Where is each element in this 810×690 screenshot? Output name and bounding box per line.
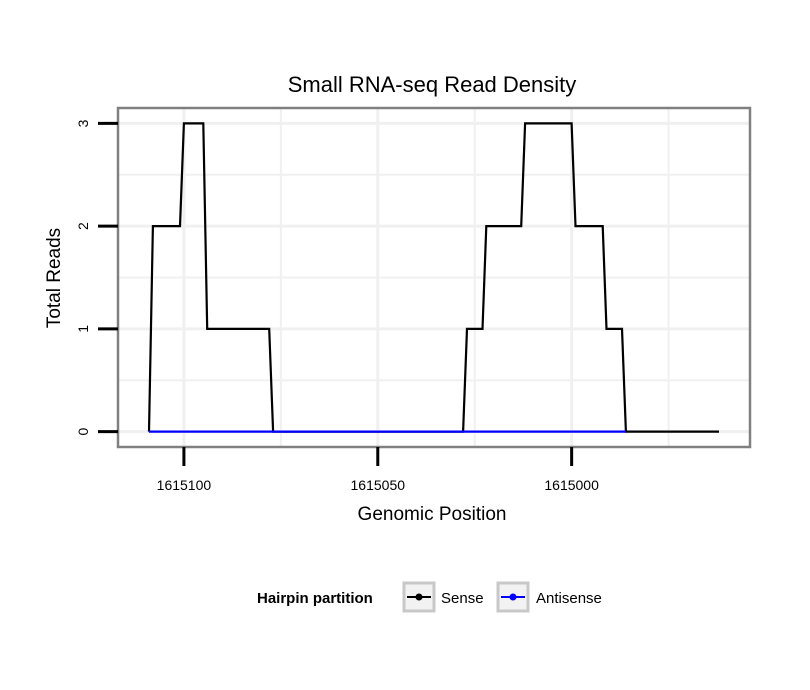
x-tick-label: 1615100 bbox=[157, 477, 212, 493]
legend-item-sense: Sense bbox=[402, 581, 484, 613]
grid-lines bbox=[118, 108, 750, 447]
x-axis-label: Genomic Position bbox=[358, 504, 507, 525]
x-axis-ticks: 1615100 1615050 1615000 bbox=[157, 447, 599, 493]
chart-title: Small RNA-seq Read Density bbox=[288, 72, 577, 97]
legend: Hairpin partition Sense Antisense bbox=[257, 581, 602, 613]
series-line-sense bbox=[147, 122, 719, 433]
legend-point-sense bbox=[415, 593, 423, 601]
y-tick-label: 2 bbox=[75, 222, 91, 230]
legend-item-antisense: Antisense bbox=[496, 581, 602, 613]
y-axis-label: Total Reads bbox=[44, 228, 65, 328]
legend-label-sense: Sense bbox=[441, 590, 484, 607]
y-tick-label: 1 bbox=[75, 325, 91, 333]
legend-title: Hairpin partition bbox=[257, 590, 373, 607]
y-axis-ticks: 0 1 2 3 bbox=[75, 119, 118, 435]
y-tick-label: 3 bbox=[75, 119, 91, 127]
series-layer bbox=[147, 122, 719, 433]
x-tick-label: 1615050 bbox=[351, 477, 406, 493]
legend-label-antisense: Antisense bbox=[536, 590, 602, 607]
x-tick-label: 1615000 bbox=[544, 477, 599, 493]
panel-border bbox=[116, 106, 752, 449]
legend-point-antisense bbox=[509, 593, 517, 601]
y-tick-label: 0 bbox=[75, 427, 91, 435]
